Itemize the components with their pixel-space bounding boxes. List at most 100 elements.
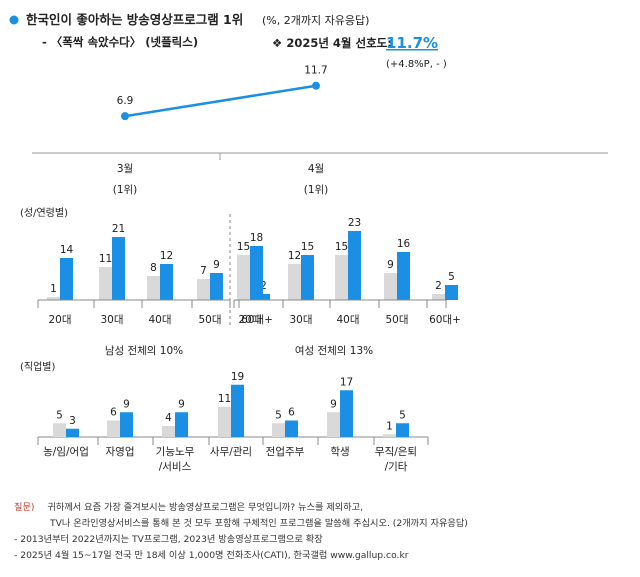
bar-value-label: 9 [123,398,130,410]
chart-title: 한국인이 좋아하는 방송영상프로그램 1위 [26,12,243,27]
age-category-label: 60대+ [429,314,461,326]
bar-value-label: 9 [330,398,337,410]
bar-blue [231,384,244,437]
bar-blue [445,285,458,300]
trend-line [124,84,317,118]
bar-gray [327,412,340,437]
age-category-label: 20대 [238,314,261,326]
question-label: 질문) [14,502,35,513]
occupation-category-label: 사무/관리 [210,446,252,458]
bar-value-label: 5 [399,409,406,421]
occupation-category-label: 학생 [330,446,349,458]
age-category-label: 40대 [148,314,171,326]
bar-gray [197,279,210,300]
bar-value-label: 2 [260,280,267,292]
trend-point-label: 11.7 [304,65,327,77]
bar-value-label: 4 [165,412,172,424]
occupation-category-label: 무직/은퇴 [375,446,417,458]
preference-label: ❖ 2025년 4월 선호도: [272,36,392,50]
bar-blue [301,255,314,300]
bar-value-label: 17 [340,376,353,388]
occupation-category-label: 전업주부 [266,445,305,458]
bar-gray [162,426,175,437]
bar-value-label: 1 [50,283,57,295]
bar-gray [237,255,250,300]
bar-gray [383,434,396,437]
bar-value-label: 9 [178,398,185,410]
age-category-label: 50대 [198,314,221,326]
bar-value-label: 8 [150,262,157,274]
bar-value-label: 7 [200,265,207,277]
trend-point [121,112,129,121]
bar-gray [272,423,285,437]
age-category-label: 50대 [385,314,408,326]
bar-gray [107,420,120,437]
age-category-label: 30대 [100,314,123,326]
question-text-1: 귀하께서 요즘 가장 즐겨보시는 방송영상프로그램은 무엇입니까? 뉴스를 제외… [47,502,364,513]
month-label: 4월 [308,163,324,175]
bar-gray [335,255,348,300]
age-category-label: 20대 [48,314,71,326]
bar-value-label: 18 [250,232,263,244]
bar-value-label: 21 [112,223,125,235]
bar-gray [384,273,397,300]
bar-blue [285,420,298,437]
bar-value-label: 2 [435,280,442,292]
bar-blue [60,258,73,300]
bar-blue [396,423,409,437]
preference-value: 11.7% [386,34,438,52]
bar-gray [53,423,66,437]
female-total-label: 여성 전체의 13% [295,345,373,357]
preference-change: (+4.8%P, - ) [386,59,447,70]
bar-value-label: 5 [275,409,282,421]
occupation-category-label: /기타 [385,461,408,473]
bar-blue [160,264,173,300]
bar-value-label: 1 [386,420,393,432]
bar-blue [348,231,361,300]
occupation-category-label: 기능노무 [156,446,195,458]
bar-value-label: 15 [335,241,348,253]
bar-value-label: 11 [218,393,231,405]
age-category-label: 40대 [336,314,359,326]
section-label-gender-age: (성/연령별) [20,207,68,219]
bar-gray [47,297,60,300]
bar-gray [432,294,445,300]
bar-blue [250,246,263,300]
gender-age-bar-chart: 11420대112130대81240대7950대1260대+151820대121… [37,214,461,328]
bar-value-label: 6 [110,407,117,419]
trend-point-label: 6.9 [117,95,134,107]
bar-value-label: 15 [301,241,314,253]
monthly-trend-line-chart: 6.9 3월 (1위) 11.7 4월 (1위) [32,65,608,196]
bar-blue [257,294,270,300]
bar-blue [175,412,188,437]
bar-value-label: 11 [99,253,112,265]
title-bullet-icon [9,15,19,25]
trend-point [312,81,320,90]
bar-value-label: 23 [348,217,361,229]
occupation-category-label: /서비스 [159,461,192,473]
month-label: 3월 [117,163,133,175]
bar-value-label: 5 [56,409,63,421]
bar-value-label: 16 [397,238,411,250]
chart-title-note: (%, 2개까지 자유응답) [262,14,369,27]
male-total-label: 남성 전체의 10% [105,345,183,357]
bar-blue [120,412,133,437]
bar-value-label: 15 [237,241,250,253]
age-category-label: 30대 [289,314,312,326]
bar-value-label: 5 [448,271,455,283]
bar-gray [218,406,231,437]
bar-blue [397,252,410,300]
occupation-category-label: 농/임/어업 [43,445,89,458]
section-label-occupation: (직업별) [20,360,56,373]
bar-value-label: 12 [160,250,173,262]
bar-gray [99,267,112,300]
bar-value-label: 19 [231,371,244,383]
question-text-2: TV나 온라인영상서비스를 통해 본 것 모두 포함해 구체적인 프로그램을 말… [50,518,468,529]
question-line-1: 질문) 귀하께서 요즘 가장 즐겨보시는 방송영상프로그램은 무엇입니까? 뉴스… [14,499,363,513]
age-category-label: 60대+ [241,314,273,326]
footnote-2: - 2025년 4월 15~17일 전국 만 18세 이상 1,000명 전화조… [14,550,409,561]
bar-blue [340,390,353,437]
bar-blue [112,237,125,300]
